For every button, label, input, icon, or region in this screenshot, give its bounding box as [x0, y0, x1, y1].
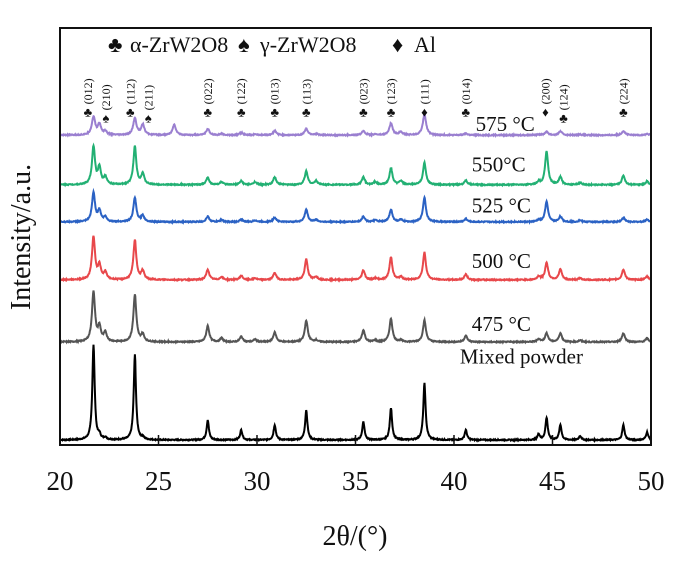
hkl-label: (112) [123, 79, 137, 105]
legend: ♣ α-ZrW2O8 ♠ γ-ZrW2O8 ♦ Al [108, 32, 436, 57]
x-tick-label: 30 [244, 466, 271, 496]
hkl-label: (012) [81, 78, 95, 104]
hkl-label: (122) [234, 78, 248, 104]
phase-marker-icon: ♣ [462, 104, 471, 119]
hkl-label: (123) [384, 78, 398, 104]
hkl-label: (014) [459, 78, 473, 104]
hkl-label: (113) [299, 79, 313, 105]
phase-marker-icon: ♣ [559, 110, 568, 125]
hkl-label: (111) [417, 79, 431, 104]
series-line-2 [59, 235, 652, 283]
phase-marker-icon: ♣ [84, 104, 93, 119]
x-tick-label: 45 [539, 466, 566, 496]
phase-marker-icon: ♦ [421, 104, 428, 119]
series-label: 500 °C [472, 249, 531, 273]
phase-marker-icon: ♠ [145, 110, 152, 125]
hkl-label: (023) [356, 78, 370, 104]
legend-marker-icon: ♦ [392, 32, 403, 57]
hkl-label: (224) [616, 78, 630, 104]
legend-entry-alpha: α-ZrW2O8 [130, 32, 228, 57]
series-line-4 [59, 142, 652, 188]
hkl-label: (211) [141, 85, 155, 111]
legend-entry-gamma: γ-ZrW2O8 [259, 32, 356, 57]
phase-marker-icon: ♣ [302, 104, 311, 119]
hkl-label: (013) [268, 78, 282, 104]
hkl-label: (022) [201, 78, 215, 104]
x-tick-label: 25 [145, 466, 172, 496]
series-label: 575 °C [476, 112, 535, 136]
hkl-label: (200) [538, 78, 552, 104]
series-label: 550°C [472, 152, 526, 176]
phase-marker-icon: ♠ [102, 110, 109, 125]
x-tick-label: 20 [47, 466, 74, 496]
phase-marker-icon: ♣ [126, 104, 135, 119]
hkl-label: (210) [99, 84, 113, 110]
series-line-5 [59, 113, 652, 138]
phase-marker-icon: ♣ [619, 104, 628, 119]
legend-entry-al: Al [414, 32, 436, 57]
phase-marker-icon: ♦ [542, 104, 549, 119]
x-tick-label: 50 [638, 466, 665, 496]
phase-marker-icon: ♣ [203, 104, 212, 119]
hkl-label: (124) [556, 84, 570, 110]
series-label: 475 °C [472, 312, 531, 336]
series-label: 525 °C [472, 193, 531, 217]
legend-marker-icon: ♠ [238, 32, 250, 57]
phase-marker-icon: ♣ [237, 104, 246, 119]
x-axis-title: 2θ/(°) [322, 521, 387, 552]
series-line-3 [59, 187, 652, 225]
x-tick-label: 40 [441, 466, 468, 496]
series-label: Mixed powder [460, 345, 583, 369]
legend-marker-icon: ♣ [108, 32, 122, 57]
phase-marker-icon: ♣ [270, 104, 279, 119]
phase-marker-icon: ♣ [387, 104, 396, 119]
x-tick-label: 35 [342, 466, 369, 496]
series-line-1 [59, 290, 652, 345]
phase-marker-icon: ♣ [359, 104, 368, 119]
y-axis-title: Intensity/a.u. [6, 164, 37, 310]
